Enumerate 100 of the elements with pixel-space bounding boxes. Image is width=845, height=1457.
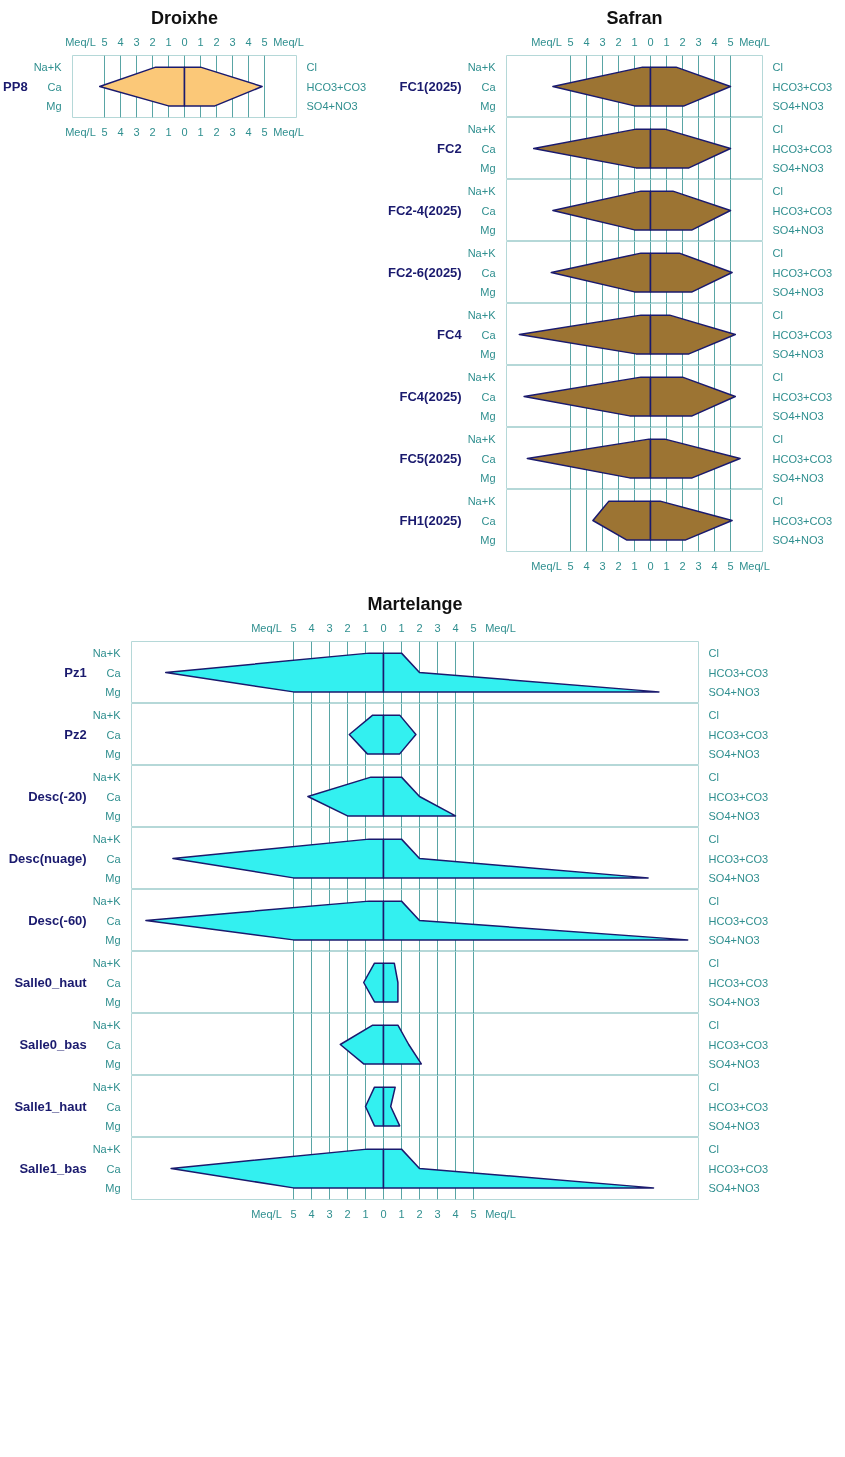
text: SO4+NO3: [708, 933, 760, 946]
x-tick-label: 5: [470, 1207, 477, 1220]
y-axis-title: Pz2: [64, 727, 87, 742]
text: HCO3+CO3: [708, 852, 769, 865]
x-tick-label: 3: [599, 559, 606, 572]
y-tick-label: Mg: [105, 995, 121, 1008]
chart-title: Safran: [606, 7, 663, 28]
y-tick-label: Ca: [481, 452, 497, 465]
x-tick-label: 5: [101, 125, 108, 138]
x2-tick-label: 5: [567, 35, 574, 48]
x-tick-label: 1: [663, 559, 670, 572]
x-tick-label: 4: [245, 125, 252, 138]
x2-tick-label: 4: [308, 621, 315, 634]
text: HCO3+CO3: [772, 204, 833, 217]
x2-tick-label: 5: [290, 621, 297, 634]
text: HCO3+CO3: [708, 914, 769, 927]
text: Meq/L: [273, 125, 304, 138]
y-tick-label: Mg: [480, 533, 496, 546]
y-tick-label: Ca: [481, 328, 497, 341]
y-axis-title: Desc(nuage): [8, 851, 87, 866]
y-tick-label: Mg: [46, 99, 62, 112]
x-tick-label: 0: [647, 559, 654, 572]
x2-tick-label: 1: [663, 35, 670, 48]
text: SO4+NO3: [708, 809, 760, 822]
x2-tick-label: 1: [631, 35, 638, 48]
y-tick-label: Na+K: [467, 61, 497, 74]
text: HCO3+CO3: [772, 80, 833, 93]
y-axis-title: FC4: [437, 327, 463, 342]
x-axis-title: Meq/L: [251, 1207, 282, 1220]
y-tick-label: Ca: [481, 80, 497, 93]
text: SO4+NO3: [708, 1119, 760, 1132]
y-tick-label: Mg: [480, 409, 496, 422]
y-axis-title: Salle0_haut: [14, 975, 88, 990]
x2-tick-label: 1: [362, 621, 369, 634]
x2-tick-label: 3: [229, 35, 236, 48]
x-tick-label: 5: [727, 559, 734, 572]
x2-tick-label: 2: [149, 35, 156, 48]
y-tick-label: Ca: [106, 914, 122, 927]
y-tick-label: Na+K: [33, 61, 63, 74]
y-axis-title: FC2-6(2025): [387, 265, 462, 280]
x-tick-label: 3: [434, 1207, 441, 1220]
text: Meq/L: [739, 35, 770, 48]
y-tick-label: Ca: [106, 666, 122, 679]
text: Cl: [306, 61, 317, 74]
y-tick-label: Na+K: [467, 495, 497, 508]
text: Meq/L: [739, 559, 770, 572]
x-tick-label: 2: [615, 559, 622, 572]
text: SO4+NO3: [772, 347, 824, 360]
text: Cl: [708, 895, 719, 908]
y-tick-label: Mg: [480, 471, 496, 484]
text: HCO3+CO3: [772, 514, 833, 527]
y-axis-title: FC1(2025): [399, 79, 462, 94]
y-axis-title: PP8: [3, 79, 28, 94]
x2-tick-label: 0: [380, 621, 387, 634]
y-axis-title: Salle0_bas: [19, 1037, 87, 1052]
text: Cl: [708, 771, 719, 784]
x-tick-label: 1: [362, 1207, 369, 1220]
y-tick-label: Ca: [481, 266, 497, 279]
x-tick-label: 4: [452, 1207, 459, 1220]
text: Cl: [772, 495, 783, 508]
x2-tick-label: 4: [245, 35, 252, 48]
text: Meq/L: [273, 35, 304, 48]
text: HCO3+CO3: [708, 666, 769, 679]
text: Cl: [772, 185, 783, 198]
text: SO4+NO3: [708, 1057, 760, 1070]
y-tick-label: Ca: [106, 1162, 122, 1175]
y-tick-label: Mg: [480, 285, 496, 298]
text: Cl: [772, 309, 783, 322]
y-tick-label: Na+K: [467, 309, 497, 322]
x-tick-label: 4: [308, 1207, 315, 1220]
y-tick-label: Na+K: [467, 371, 497, 384]
x2-tick-label: 3: [434, 621, 441, 634]
x-tick-label: 1: [631, 559, 638, 572]
text: HCO3+CO3: [772, 328, 833, 341]
text: Cl: [772, 247, 783, 260]
text: Meq/L: [485, 1207, 516, 1220]
x2-tick-label: 2: [679, 35, 686, 48]
y-tick-label: Ca: [106, 1038, 122, 1051]
x2-tick-label: 0: [181, 35, 188, 48]
text: HCO3+CO3: [772, 452, 833, 465]
text: Cl: [772, 371, 783, 384]
y-tick-label: Na+K: [92, 895, 122, 908]
text: SO4+NO3: [772, 409, 824, 422]
text: Cl: [772, 123, 783, 136]
x2-axis-title: Meq/L: [531, 35, 562, 48]
y-tick-label: Na+K: [92, 647, 122, 660]
x-tick-label: 2: [679, 559, 686, 572]
x2-tick-label: 4: [583, 35, 590, 48]
x2-tick-label: 4: [117, 35, 124, 48]
y-tick-label: Mg: [105, 933, 121, 946]
y-tick-label: Na+K: [92, 1019, 122, 1032]
text: HCO3+CO3: [772, 390, 833, 403]
text: HCO3+CO3: [708, 790, 769, 803]
y-tick-label: Ca: [481, 142, 497, 155]
y-tick-label: Na+K: [92, 1143, 122, 1156]
x-axis-title: Meq/L: [65, 125, 96, 138]
x2-tick-label: 2: [416, 621, 423, 634]
y-tick-label: Mg: [480, 347, 496, 360]
x-tick-label: 2: [213, 125, 220, 138]
text: HCO3+CO3: [708, 728, 769, 741]
